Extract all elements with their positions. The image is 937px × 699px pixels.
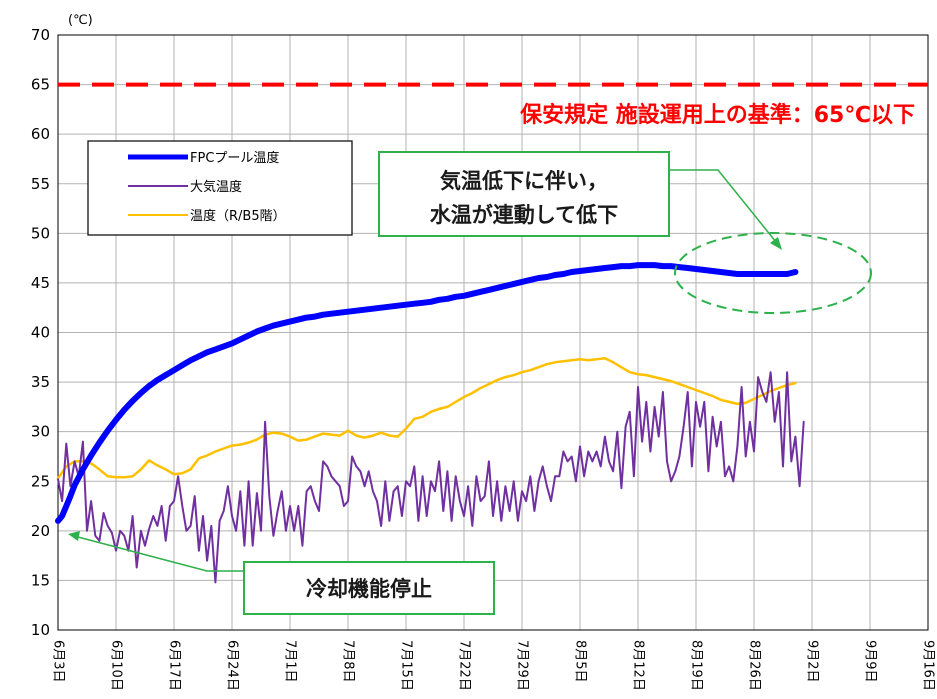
y-tick-label: 45 xyxy=(31,274,50,292)
annotation-temp-drop-box xyxy=(378,151,670,237)
annotation-cooling-stop-box xyxy=(243,561,495,615)
x-tick-label: 9月9日 xyxy=(863,640,878,683)
x-tick-label: 6月24日 xyxy=(225,640,240,691)
series-air-temp xyxy=(57,371,805,584)
annotation-cooling-stop: 冷却機能停止 xyxy=(68,531,495,615)
legend: FPCプール温度 大気温度 温度（R/B5階） xyxy=(87,140,353,236)
annotation-temp-drop: 気温低下に伴い， 水温が連動して低下 xyxy=(378,151,872,314)
reference-line-label: 保安規定 施設運用上の基準：65℃以下 xyxy=(519,102,915,128)
y-tick-label: 70 xyxy=(31,26,50,44)
series-group xyxy=(55,262,805,584)
x-tick-label: 7月8日 xyxy=(341,640,356,683)
y-tick-label: 65 xyxy=(31,76,50,94)
y-tick-label: 40 xyxy=(31,324,50,342)
annotation-cooling-stop-arrowhead xyxy=(68,531,80,541)
series-fpc-pool-temp xyxy=(55,262,799,524)
y-tick-label: 60 xyxy=(31,125,50,143)
annotation-temp-drop-arrowhead xyxy=(770,237,782,250)
plot-area-border xyxy=(57,34,929,631)
y-axis-unit-label: (℃) xyxy=(68,13,93,28)
y-tick-label: 55 xyxy=(31,175,50,193)
y-tick-label: 35 xyxy=(31,373,50,391)
y-tick-label: 30 xyxy=(31,423,50,441)
x-tick-label: 8月12日 xyxy=(631,640,646,691)
legend-label-rb5: 温度（R/B5階） xyxy=(190,208,286,224)
y-tick-label: 20 xyxy=(31,522,50,540)
annotation-cooling-stop-arrow xyxy=(77,536,244,572)
y-tick-label: 15 xyxy=(31,571,50,589)
x-axis-ticks: 6月3日 6月10日 6月17日 6月24日 7月1日 7月8日 7月15日 7月22日 7月2… xyxy=(51,640,936,691)
y-tick-label: 25 xyxy=(31,472,50,490)
x-tick-label: 6月3日 xyxy=(51,640,66,683)
x-tick-label: 8月26日 xyxy=(747,640,762,691)
y-axis-ticks: 10 15 20 25 30 35 40 45 50 55 60 65 70 xyxy=(31,26,50,639)
series-rb5-temp xyxy=(56,357,797,480)
x-tick-label: 6月10日 xyxy=(109,640,124,691)
annotation-cooling-stop-text: 冷却機能停止 xyxy=(306,577,432,601)
x-tick-label: 8月5日 xyxy=(573,640,588,683)
x-tick-label: 7月1日 xyxy=(283,640,298,683)
legend-label-air: 大気温度 xyxy=(190,179,242,195)
annotation-temp-drop-ellipse xyxy=(674,232,872,314)
x-tick-label: 8月19日 xyxy=(689,640,704,691)
x-tick-label: 9月2日 xyxy=(805,640,820,683)
x-tick-label: 7月29日 xyxy=(515,640,530,691)
y-tick-label: 50 xyxy=(31,224,50,242)
y-tick-label: 10 xyxy=(31,621,50,639)
x-tick-label: 9月16日 xyxy=(921,640,936,691)
annotation-temp-drop-arrow xyxy=(669,169,777,243)
x-tick-label: 7月22日 xyxy=(457,640,472,691)
annotation-temp-drop-line2: 水温が連動して低下 xyxy=(430,203,618,227)
x-tick-label: 7月15日 xyxy=(399,640,414,691)
legend-label-fpc: FPCプール温度 xyxy=(190,150,279,166)
x-tick-label: 6月17日 xyxy=(167,640,182,691)
annotation-temp-drop-line1: 気温低下に伴い， xyxy=(440,169,608,193)
